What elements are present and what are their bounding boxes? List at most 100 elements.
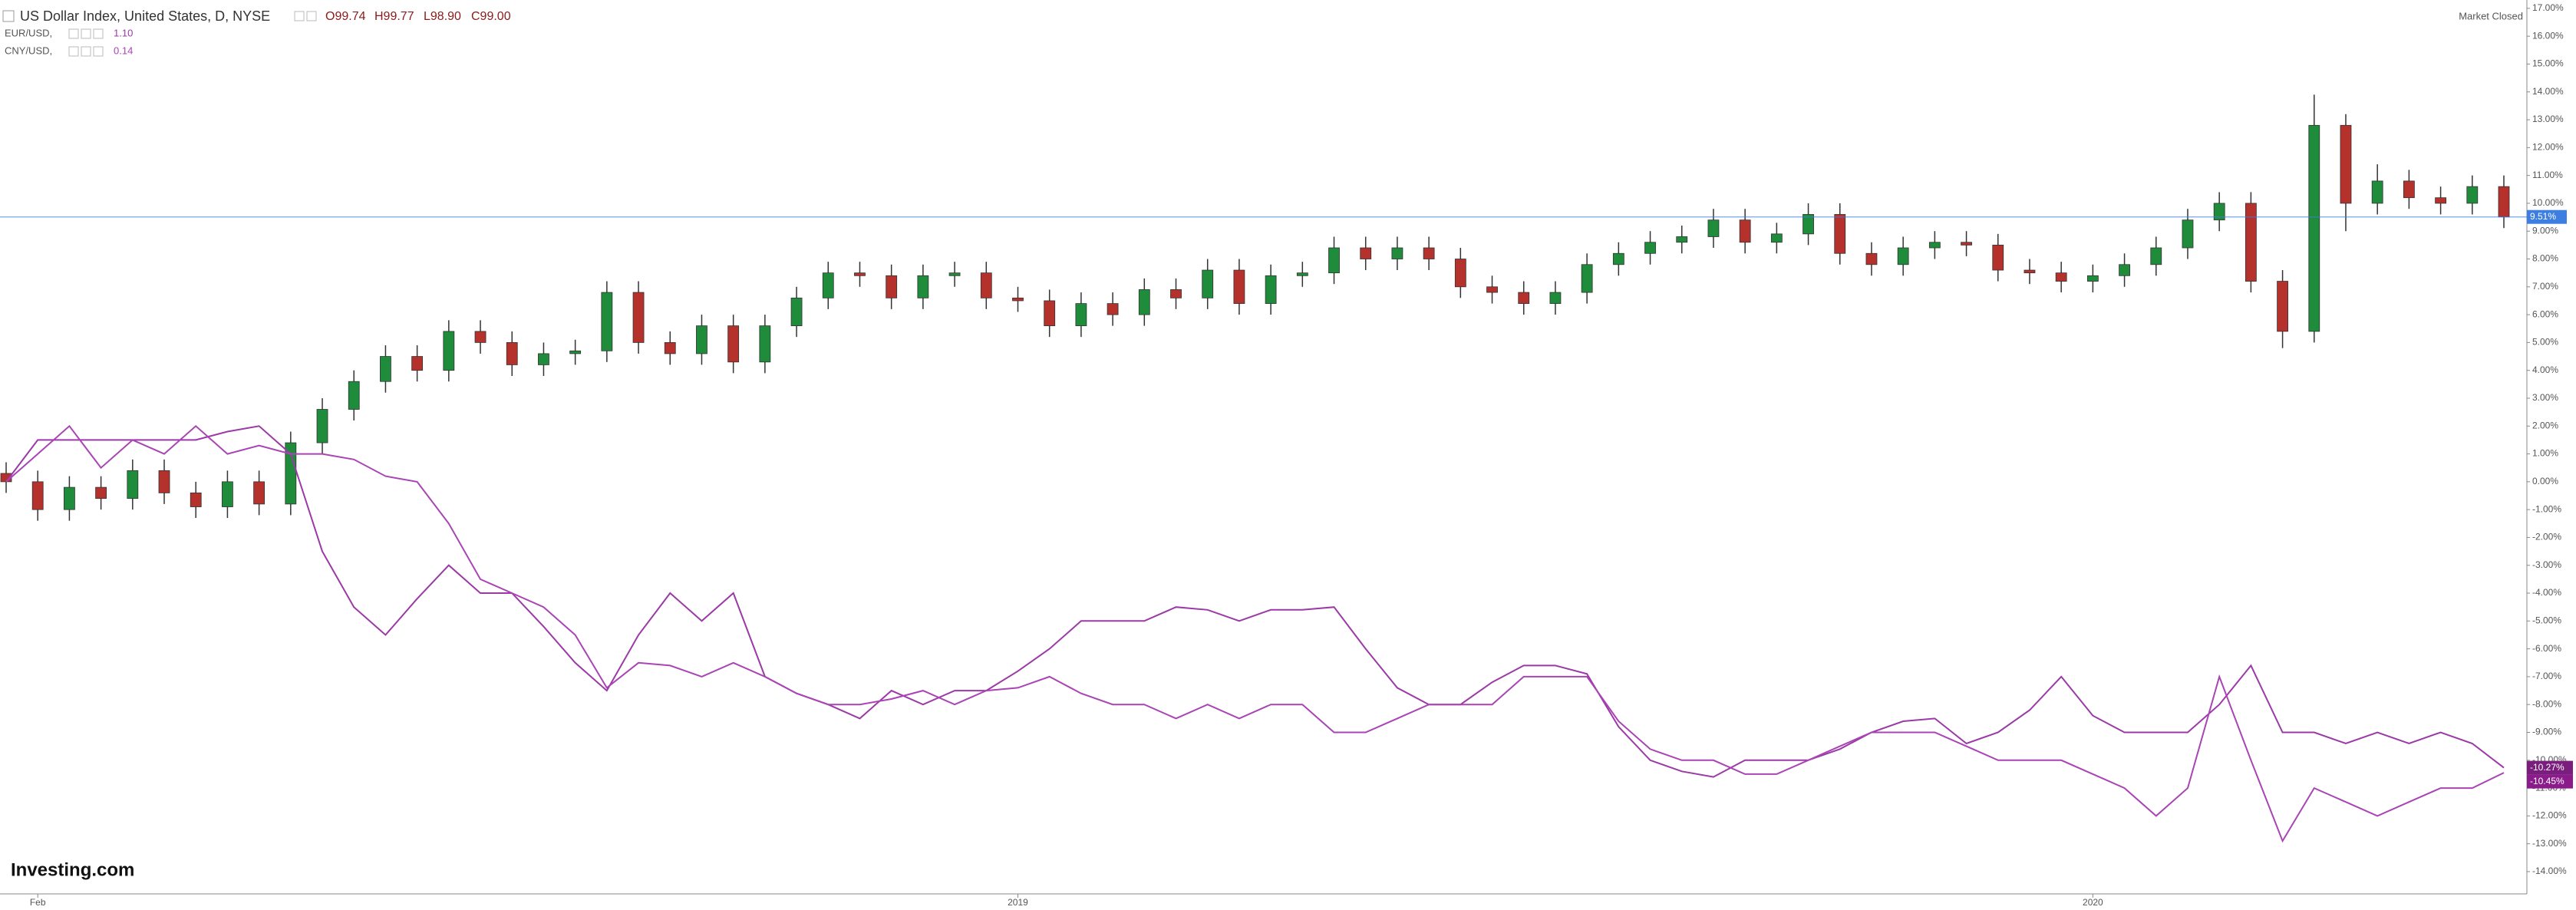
y-tick-label: -7.00% [2532, 671, 2561, 681]
legend-value: 1.10 [114, 27, 133, 38]
candle-body [1961, 242, 1972, 246]
candle-body [348, 381, 360, 410]
candle-body [538, 353, 549, 365]
y-tick-label: 17.00% [2532, 2, 2564, 13]
candle-body [1138, 289, 1150, 315]
candle-body [1928, 242, 1941, 249]
y-tick-label: 3.00% [2532, 392, 2558, 403]
y-tick-label: 10.00% [2532, 197, 2564, 208]
candle-body [1770, 233, 1783, 243]
candle-body [1360, 247, 1372, 259]
legend-icon[interactable] [81, 46, 91, 57]
candle-body [1644, 242, 1656, 254]
candle-body [2371, 180, 2383, 204]
legend-value: 0.14 [114, 45, 133, 56]
candle-body [632, 292, 645, 343]
y-tick-label: -8.00% [2532, 698, 2561, 709]
candle-body [569, 350, 582, 354]
candles [0, 94, 2510, 521]
y-tick-label: 7.00% [2532, 281, 2558, 292]
x-tick-label: 2020 [2083, 897, 2103, 908]
line-series [5, 424, 2505, 843]
y-tick-label: 5.00% [2532, 337, 2558, 348]
market-status: Market Closed [2459, 10, 2523, 21]
legend-icon[interactable] [81, 28, 91, 39]
candle-body [601, 292, 613, 351]
x-tick-label: Feb [30, 897, 46, 908]
candle-body [253, 481, 266, 505]
candle-body [664, 342, 676, 354]
logo: Investing.com [11, 859, 134, 880]
candle-body [506, 342, 518, 365]
candle-body [2466, 186, 2479, 204]
candle-body [1075, 303, 1087, 327]
collapse-icon[interactable] [2, 10, 15, 22]
y-tick-label: 1.00% [2532, 448, 2558, 459]
value-badge [2527, 760, 2573, 775]
candle-body [127, 470, 139, 500]
price-badge [2527, 209, 2567, 224]
candle-body [158, 470, 170, 493]
candle-body [1233, 269, 1245, 304]
legend-name: EUR/USD, [5, 27, 52, 38]
y-tick-label: -3.00% [2532, 559, 2561, 570]
y-tick-label: -2.00% [2532, 532, 2561, 542]
candle-body [2182, 219, 2194, 249]
candle-body [1296, 272, 1308, 276]
candle-body [190, 492, 202, 507]
candle-body [917, 275, 929, 298]
chart-title: US Dollar Index, United States, D, NYSE [20, 8, 270, 24]
hide-icon[interactable] [306, 11, 317, 21]
candle-body [1707, 219, 1720, 237]
candle-body [411, 356, 424, 371]
settings-icon[interactable] [294, 11, 305, 21]
y-tick-label: -9.00% [2532, 727, 2561, 737]
candle-body [1391, 247, 1403, 259]
candle-body [474, 331, 487, 343]
candle-body [1739, 219, 1751, 243]
candle-body [1834, 214, 1846, 254]
candle-body [1486, 286, 1498, 293]
value-badge-label: -10.27% [2530, 762, 2564, 773]
candle-body [854, 272, 866, 276]
y-tick-label: 0.00% [2532, 476, 2558, 486]
y-tick-label: -13.00% [2532, 838, 2567, 849]
candle-body [1202, 269, 1214, 298]
candle-body [2024, 269, 2036, 274]
candle-body [1803, 214, 1814, 235]
legend-name: CNY/USD, [5, 45, 52, 56]
y-tick-label: -14.00% [2532, 865, 2567, 876]
candle-body [727, 325, 740, 363]
quote-close: C99.00 [471, 10, 511, 23]
candle-body [2403, 180, 2415, 199]
candle-body [1518, 292, 1530, 304]
y-tick-label: 15.00% [2532, 58, 2564, 69]
y-tick-label: 13.00% [2532, 114, 2564, 124]
price-badge-label: 9.51% [2530, 211, 2556, 222]
legend-icon[interactable] [93, 46, 104, 57]
y-tick-label: -1.00% [2532, 503, 2561, 514]
candle-body [222, 481, 233, 507]
candle-body [822, 272, 834, 298]
x-tick-label: 2019 [1008, 897, 1028, 908]
legend-icon[interactable] [93, 28, 104, 39]
candle-body [1581, 264, 1593, 293]
y-tick-label: -6.00% [2532, 643, 2561, 654]
candle-body [1865, 252, 1878, 265]
candle-body [1897, 247, 1909, 265]
candle-body [2119, 264, 2130, 276]
legend-icon[interactable] [68, 28, 79, 39]
y-tick-label: 8.00% [2532, 253, 2558, 264]
candle-body [948, 272, 961, 276]
legend-icon[interactable] [68, 46, 79, 57]
candle-body [64, 486, 75, 510]
candle-body [2498, 186, 2510, 218]
candle-body [2213, 203, 2225, 221]
candle-body [2277, 281, 2288, 332]
candle-body [1549, 292, 1562, 304]
y-tick-label: 4.00% [2532, 364, 2558, 375]
candle-body [1107, 303, 1119, 315]
y-tick-label: 9.00% [2532, 225, 2558, 236]
